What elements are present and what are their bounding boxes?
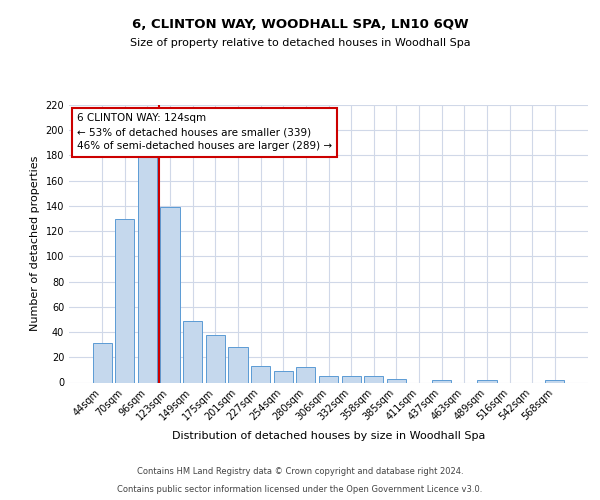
Text: Size of property relative to detached houses in Woodhall Spa: Size of property relative to detached ho… xyxy=(130,38,470,48)
Bar xyxy=(92,344,112,382)
Bar xyxy=(274,371,293,382)
Bar xyxy=(251,366,270,382)
Text: 6, CLINTON WAY, WOODHALL SPA, LN10 6QW: 6, CLINTON WAY, WOODHALL SPA, LN10 6QW xyxy=(131,18,469,30)
Bar xyxy=(160,207,180,382)
Bar xyxy=(364,376,383,382)
Bar xyxy=(296,368,316,382)
Text: Contains HM Land Registry data © Crown copyright and database right 2024.: Contains HM Land Registry data © Crown c… xyxy=(137,467,463,476)
Bar xyxy=(477,380,497,382)
Text: Contains public sector information licensed under the Open Government Licence v3: Contains public sector information licen… xyxy=(118,485,482,494)
Text: 6 CLINTON WAY: 124sqm
← 53% of detached houses are smaller (339)
46% of semi-det: 6 CLINTON WAY: 124sqm ← 53% of detached … xyxy=(77,114,332,152)
X-axis label: Distribution of detached houses by size in Woodhall Spa: Distribution of detached houses by size … xyxy=(172,430,485,440)
Bar xyxy=(319,376,338,382)
Bar xyxy=(432,380,451,382)
Bar xyxy=(115,218,134,382)
Bar xyxy=(387,378,406,382)
Bar xyxy=(229,347,248,382)
Bar xyxy=(341,376,361,382)
Bar xyxy=(183,320,202,382)
Bar xyxy=(545,380,565,382)
Bar xyxy=(138,156,157,382)
Y-axis label: Number of detached properties: Number of detached properties xyxy=(30,156,40,332)
Bar xyxy=(206,334,225,382)
